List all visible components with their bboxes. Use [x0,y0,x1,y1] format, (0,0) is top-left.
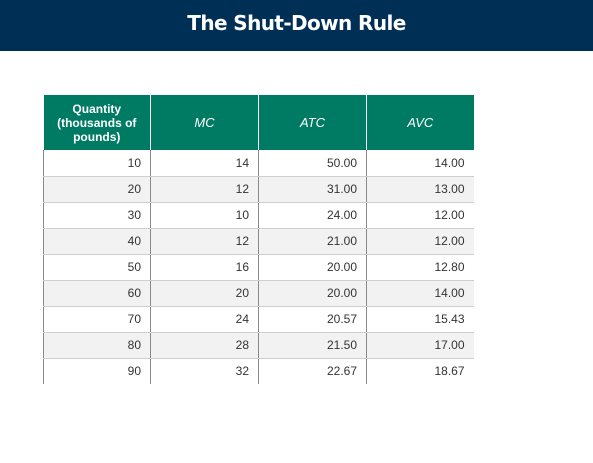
mc-cell: 24 [150,306,259,333]
page-title: The Shut-Down Rule [187,11,406,35]
mc-cell: 32 [150,358,259,384]
avc-cell: 12.80 [366,254,474,281]
atc-cell: 22.67 [258,358,367,384]
avc-cell: 14.00 [366,280,474,307]
column-header-atc: ATC [258,95,367,150]
avc-cell: 13.00 [366,176,474,203]
table-row: 30 10 24.00 12.00 [43,202,474,229]
table-row: 40 12 21.00 12.00 [43,228,474,255]
quantity-cell: 50 [43,254,151,281]
avc-cell: 15.43 [366,306,474,333]
mc-cell: 10 [150,202,259,229]
atc-cell: 31.00 [258,176,367,203]
atc-cell: 50.00 [258,150,367,177]
atc-cell: 21.00 [258,228,367,255]
column-header-mc: MC [150,95,259,150]
mc-cell: 12 [150,228,259,255]
table-row: 70 24 20.57 15.43 [43,306,474,333]
avc-cell: 18.67 [366,358,474,384]
cost-table: Quantity (thousands of pounds) MC ATC AV… [43,95,474,384]
avc-cell: 17.00 [366,332,474,359]
quantity-cell: 20 [43,176,151,203]
quantity-cell: 90 [43,358,151,384]
quantity-cell: 70 [43,306,151,333]
quantity-cell: 80 [43,332,151,359]
page-header: The Shut-Down Rule [0,0,593,51]
mc-cell: 12 [150,176,259,203]
table-row: 60 20 20.00 14.00 [43,280,474,307]
atc-cell: 21.50 [258,332,367,359]
avc-cell: 14.00 [366,150,474,177]
table-header-row: Quantity (thousands of pounds) MC ATC AV… [43,95,474,150]
atc-cell: 20.00 [258,254,367,281]
mc-cell: 20 [150,280,259,307]
atc-cell: 20.57 [258,306,367,333]
avc-cell: 12.00 [366,202,474,229]
mc-cell: 14 [150,150,259,177]
table-row: 10 14 50.00 14.00 [43,150,474,177]
column-header-avc: AVC [366,95,474,150]
quantity-cell: 30 [43,202,151,229]
table-row: 90 32 22.67 18.67 [43,358,474,384]
quantity-cell: 60 [43,280,151,307]
table-row: 20 12 31.00 13.00 [43,176,474,203]
atc-cell: 20.00 [258,280,367,307]
mc-cell: 16 [150,254,259,281]
table-row: 50 16 20.00 12.80 [43,254,474,281]
column-header-quantity: Quantity (thousands of pounds) [43,95,151,150]
avc-cell: 12.00 [366,228,474,255]
mc-cell: 28 [150,332,259,359]
atc-cell: 24.00 [258,202,367,229]
quantity-cell: 40 [43,228,151,255]
quantity-cell: 10 [43,150,151,177]
table-row: 80 28 21.50 17.00 [43,332,474,359]
